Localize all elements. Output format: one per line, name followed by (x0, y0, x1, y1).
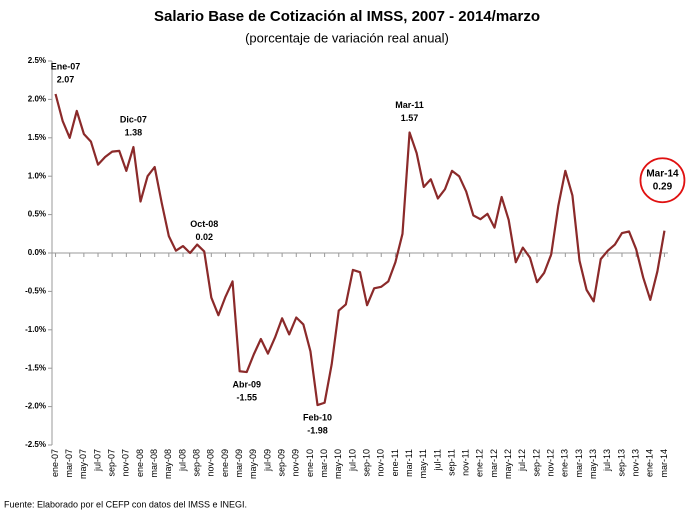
y-tick-label: -1.0% (25, 325, 46, 334)
x-tick-label: ene-12 (475, 449, 485, 477)
x-tick-label: jul-11 (432, 449, 442, 471)
x-tick-label: mar-12 (489, 449, 499, 478)
x-tick-label: mar-13 (574, 449, 584, 478)
x-tick-label: may-08 (163, 449, 173, 479)
x-tick-label: sep-11 (446, 449, 456, 476)
x-tick-label: sep-08 (192, 449, 202, 477)
y-tick-label: 2.5% (28, 56, 46, 65)
x-tick-label: sep-12 (531, 449, 541, 477)
x-tick-label: nov-09 (291, 449, 301, 477)
x-tick-label: ene-08 (135, 449, 145, 477)
x-tick-label: nov-07 (121, 449, 131, 477)
annotation-value: 1.38 (125, 127, 143, 137)
x-tick-label: nov-11 (461, 449, 471, 476)
annotation-label: Mar-11 (395, 100, 424, 110)
x-tick-label: may-10 (333, 449, 343, 479)
x-tick-label: mar-09 (234, 449, 244, 478)
x-tick-label: ene-11 (390, 449, 400, 476)
x-tick-label: jul-10 (347, 449, 357, 472)
annotation-value: -1.55 (236, 392, 257, 402)
x-tick-label: sep-10 (361, 449, 371, 477)
x-tick-label: mar-10 (319, 449, 329, 478)
x-tick-label: nov-10 (376, 449, 386, 477)
x-tick-label: may-11 (418, 449, 428, 478)
y-tick-label: 1.5% (28, 133, 46, 142)
x-tick-label: ene-10 (305, 449, 315, 477)
annotation-label: Abr-09 (232, 379, 261, 389)
x-tick-label: jul-08 (177, 449, 187, 472)
annotation-label: Oct-08 (190, 219, 218, 229)
x-tick-label: jul-09 (262, 449, 272, 472)
annotation-value: 0.02 (195, 232, 213, 242)
data-line (54, 93, 666, 407)
x-tick-label: sep-09 (276, 449, 286, 477)
x-tick-label: mar-08 (149, 449, 159, 478)
y-tick-label: -2.0% (25, 402, 46, 411)
chart-title: Salario Base de Cotización al IMSS, 2007… (154, 8, 540, 25)
annotation-label: Ene-07 (51, 61, 81, 71)
x-tick-label: mar-07 (64, 449, 74, 478)
annotation-value: 0.29 (653, 181, 673, 192)
x-tick-label: ene-14 (645, 449, 655, 477)
x-tick-label: nov-12 (546, 449, 556, 477)
x-tick-label: may-09 (248, 449, 258, 479)
y-tick-label: 1.0% (28, 171, 46, 180)
y-tick-label: -0.5% (25, 287, 46, 296)
x-tick-label: ene-13 (560, 449, 570, 477)
annotation-value: 1.57 (401, 113, 419, 123)
y-tick-label: 0.0% (28, 248, 46, 257)
x-tick-label: may-13 (588, 449, 598, 479)
y-tick-label: -1.5% (25, 363, 46, 372)
chart-subtitle: (porcentaje de variación real anual) (245, 30, 449, 45)
x-tick-label: jul-12 (517, 449, 527, 472)
x-tick-label: may-07 (78, 449, 88, 479)
source-note: Fuente: Elaborado por el CEFP con datos … (4, 499, 247, 509)
x-tick-label: nov-08 (206, 449, 216, 477)
y-tick-label: -2.5% (25, 440, 46, 449)
annotation-label: Mar-14 (646, 168, 679, 179)
x-tick-label: mar-14 (659, 449, 669, 478)
x-tick-label: jul-07 (92, 449, 102, 472)
highlight-circle (639, 157, 686, 204)
x-tick-label: ene-09 (220, 449, 230, 477)
x-tick-label: may-12 (503, 449, 513, 479)
y-tick-label: 0.5% (28, 210, 46, 219)
annotation-value: 2.07 (57, 74, 75, 84)
y-tick-label: 2.0% (28, 95, 46, 104)
annotation-label: Feb-10 (303, 412, 332, 422)
annotation-label: Dic-07 (120, 114, 147, 124)
x-tick-label: jul-13 (602, 449, 612, 472)
annotation-value: -1.98 (307, 425, 328, 435)
x-tick-label: nov-13 (631, 449, 641, 477)
x-tick-label: sep-07 (107, 449, 117, 477)
x-tick-label: mar-11 (404, 449, 414, 477)
x-tick-label: sep-13 (616, 449, 626, 477)
x-tick-label: ene-07 (50, 449, 60, 477)
